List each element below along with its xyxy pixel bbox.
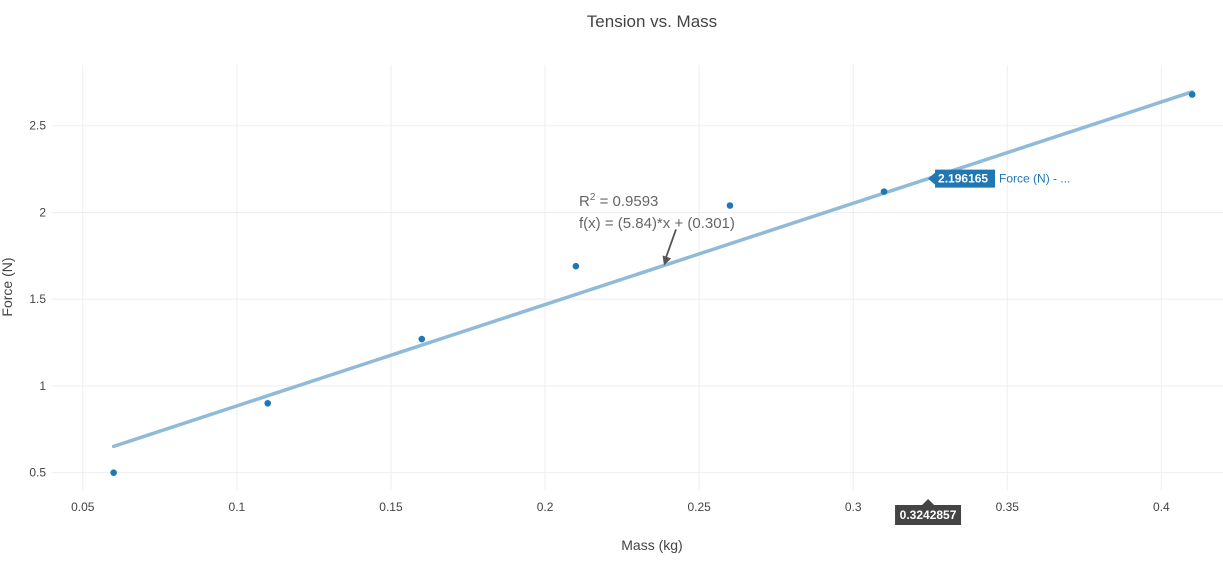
annotation-arrowhead (662, 255, 672, 266)
x-axis-label: Mass (kg) (621, 537, 682, 553)
data-point (418, 335, 426, 343)
x-tick-label: 0.1 (229, 500, 246, 514)
y-tick-label: 1.5 (29, 292, 46, 306)
hover-x-label-box (895, 499, 962, 525)
hover-tooltip: 2.196165 Force (N) - ... 0.3242857 (895, 169, 1070, 525)
y-axis-label: Force (N) (0, 257, 15, 316)
y-tick-label: 1 (39, 379, 46, 393)
x-tick-label: 0.35 (996, 500, 1020, 514)
data-point (726, 202, 734, 209)
y-tick-labels: 0.5 1 1.5 2 2.5 (29, 119, 46, 480)
y-tick-label: 2 (39, 205, 46, 219)
x-tick-label: 0.05 (71, 500, 95, 514)
data-points (110, 91, 1196, 476)
fit-line (111, 90, 1194, 449)
chart-title: Tension vs. Mass (587, 12, 717, 31)
fit-equation: f(x) = (5.84)*x + (0.301) (579, 215, 735, 232)
y-tick-label: 0.5 (29, 466, 46, 480)
x-tick-label: 0.2 (537, 500, 554, 514)
hover-y-value: 2.196165 (938, 172, 988, 186)
hover-y-label-box (928, 169, 996, 188)
fit-annotation: R2 = 0.9593 f(x) = (5.84)*x + (0.301) (579, 192, 735, 266)
x-tick-label: 0.3 (845, 500, 862, 514)
y-tick-label: 2.5 (29, 119, 46, 133)
hover-trace-name: Force (N) - ... (999, 172, 1070, 186)
x-tick-labels: 0.05 0.1 0.15 0.2 0.25 0.3 0.35 0.4 (71, 500, 1170, 514)
data-point (264, 399, 272, 407)
fit-line-layer (111, 90, 1194, 449)
x-tick-label: 0.25 (687, 500, 711, 514)
x-tick-label: 0.4 (1153, 500, 1170, 514)
r2-text: R2 = 0.9593 (579, 192, 658, 210)
gridlines (52, 65, 1223, 490)
data-point (572, 262, 580, 270)
data-point (880, 188, 888, 195)
hover-x-value: 0.3242857 (900, 508, 957, 522)
data-point (110, 469, 117, 476)
annotation-arrow (665, 229, 677, 258)
data-point (1188, 91, 1196, 98)
x-tick-label: 0.15 (379, 500, 403, 514)
